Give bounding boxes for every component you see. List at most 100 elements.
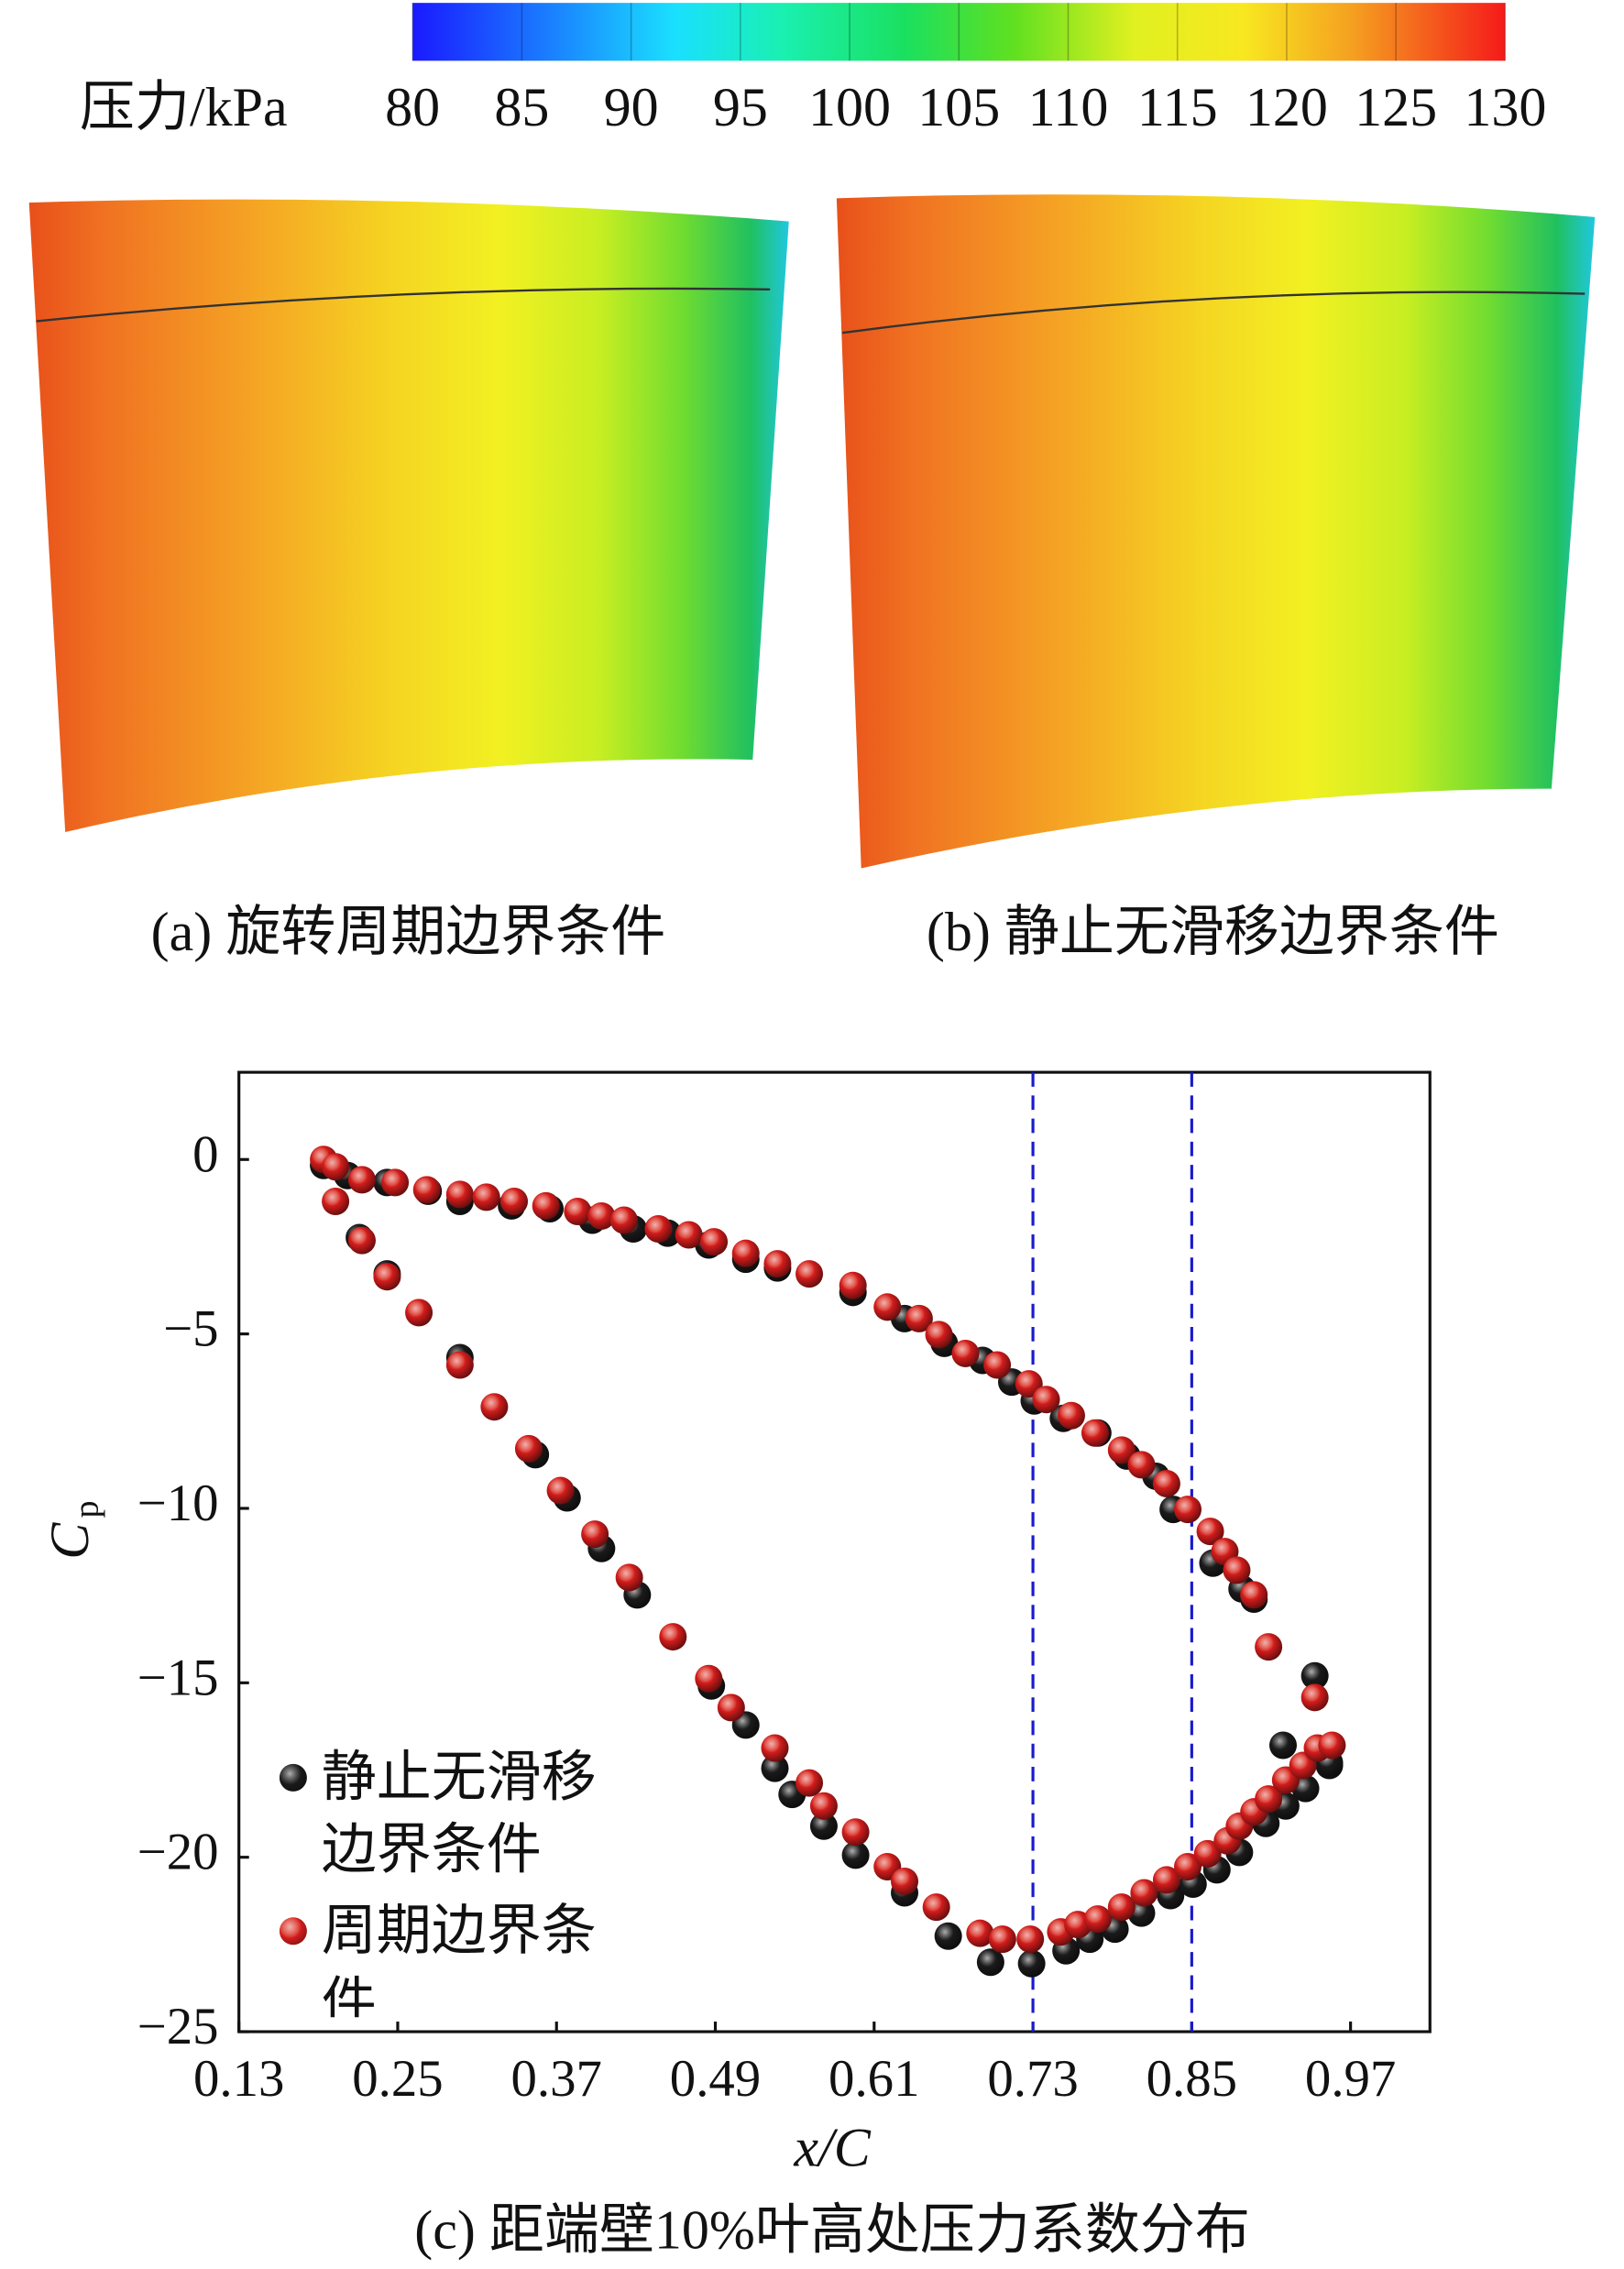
pressure-contour-a — [28, 199, 789, 832]
data-point — [966, 1919, 994, 1947]
data-point — [1017, 1949, 1046, 1978]
data-point — [532, 1191, 560, 1220]
panel-caption: (a) 旋转周期边界条件 — [151, 902, 666, 962]
data-point — [809, 1792, 838, 1820]
data-point — [1107, 1893, 1136, 1922]
data-point — [581, 1520, 609, 1549]
data-point — [839, 1271, 867, 1299]
data-point — [1174, 1852, 1202, 1880]
data-point — [796, 1769, 824, 1797]
x-tick-label: 0.49 — [670, 2050, 761, 2108]
data-point — [1193, 1839, 1222, 1868]
data-point — [373, 1263, 401, 1291]
legend-marker — [279, 1763, 307, 1792]
x-tick-label: 0.61 — [828, 2050, 919, 2108]
data-point — [983, 1351, 1012, 1379]
colorbar-tick-label: 90 — [604, 77, 659, 137]
x-tick-label: 0.97 — [1305, 2050, 1396, 2108]
data-point — [695, 1664, 723, 1693]
colorbar-tick-label: 110 — [1028, 77, 1109, 137]
y-tick-label: −20 — [137, 1824, 219, 1881]
data-point — [472, 1183, 500, 1211]
data-point — [925, 1321, 953, 1349]
legend-item: 周期边界条件 — [279, 1896, 742, 2018]
chart-caption: (c) 距端壁10%叶高处压力系数分布 — [414, 2199, 1250, 2260]
x-axis-label: x/C — [793, 2117, 871, 2177]
data-point — [675, 1221, 703, 1249]
data-point — [841, 1818, 870, 1847]
data-point — [1300, 1661, 1329, 1690]
data-point — [1152, 1469, 1180, 1497]
data-point — [1255, 1785, 1283, 1814]
data-point — [412, 1176, 441, 1204]
data-point — [1081, 1419, 1109, 1447]
y-axis-label: C p — [39, 1501, 106, 1560]
plot-area: 0.13 0.25 0.37 0.49 0.61 0.73 0.85 0.97 −25 −20 −1… — [137, 1072, 1396, 2108]
data-point — [445, 1180, 474, 1209]
pressure-contour-b — [836, 194, 1596, 869]
colorbar-tick-label: 80 — [385, 77, 440, 137]
data-point — [1223, 1556, 1251, 1584]
y-tick-label: −15 — [137, 1649, 219, 1706]
data-point — [514, 1434, 543, 1463]
data-point — [905, 1304, 933, 1332]
data-point — [546, 1476, 575, 1505]
data-point — [761, 1754, 789, 1782]
data-point — [761, 1734, 789, 1762]
colorbar-tick-label: 85 — [494, 77, 549, 137]
colorbar-tick-label: 115 — [1137, 77, 1218, 137]
y-axis-label-main: C — [39, 1522, 100, 1560]
y-tick-label: −10 — [137, 1474, 219, 1532]
data-point — [480, 1393, 509, 1421]
legend-label: 周期边界条件 — [321, 1901, 597, 2018]
data-point — [587, 1201, 616, 1230]
panel-caption: (b) 静止无滑移边界条件 — [927, 902, 1499, 962]
legend-box: 静止无滑移边界条件周期边界条件 — [279, 1742, 742, 2018]
data-point — [717, 1694, 745, 1722]
data-point — [873, 1293, 902, 1321]
data-point — [763, 1250, 792, 1278]
data-point — [1152, 1866, 1180, 1894]
data-point — [609, 1206, 638, 1234]
data-point — [564, 1197, 592, 1226]
data-point — [347, 1166, 376, 1194]
data-point — [1268, 1731, 1297, 1759]
y-axis-label-subscript: p — [68, 1501, 106, 1518]
data-point — [976, 1948, 1004, 1977]
data-point — [951, 1339, 980, 1367]
data-point — [1083, 1905, 1112, 1934]
x-tick-label: 0.37 — [511, 2050, 602, 2108]
data-point — [322, 1187, 350, 1215]
data-point — [1300, 1683, 1329, 1712]
data-point — [1174, 1496, 1202, 1524]
x-tick-label: 0.25 — [352, 2050, 443, 2108]
data-point — [731, 1239, 760, 1267]
data-point — [1127, 1451, 1156, 1479]
legend-item: 静止无滑移边界条件 — [279, 1742, 742, 1887]
data-point — [796, 1260, 824, 1288]
x-tick-label: 0.85 — [1147, 2050, 1237, 2108]
data-point — [1196, 1518, 1224, 1546]
x-tick-label: 0.73 — [987, 2050, 1078, 2108]
y-tick-label: −25 — [137, 1998, 219, 2055]
colorbar-label: 压力/kPa — [80, 77, 288, 137]
data-point — [1057, 1401, 1085, 1430]
plot-frame — [237, 1070, 1432, 2033]
colorbar-tick-label: 100 — [808, 77, 891, 137]
contour-line — [36, 287, 771, 323]
colorbar-tick-label: 125 — [1355, 77, 1437, 137]
data-point — [1255, 1633, 1283, 1661]
y-tick-label: −5 — [163, 1300, 218, 1358]
colorbar-tick-label: 95 — [713, 77, 768, 137]
data-point — [500, 1187, 529, 1215]
data-point — [347, 1226, 376, 1255]
x-tick-label: 0.13 — [193, 2050, 284, 2108]
data-point — [809, 1812, 838, 1840]
colorbar — [412, 3, 1506, 61]
colorbar-tick-label: 120 — [1245, 77, 1328, 137]
data-point — [988, 1925, 1016, 1954]
data-point — [934, 1922, 962, 1950]
